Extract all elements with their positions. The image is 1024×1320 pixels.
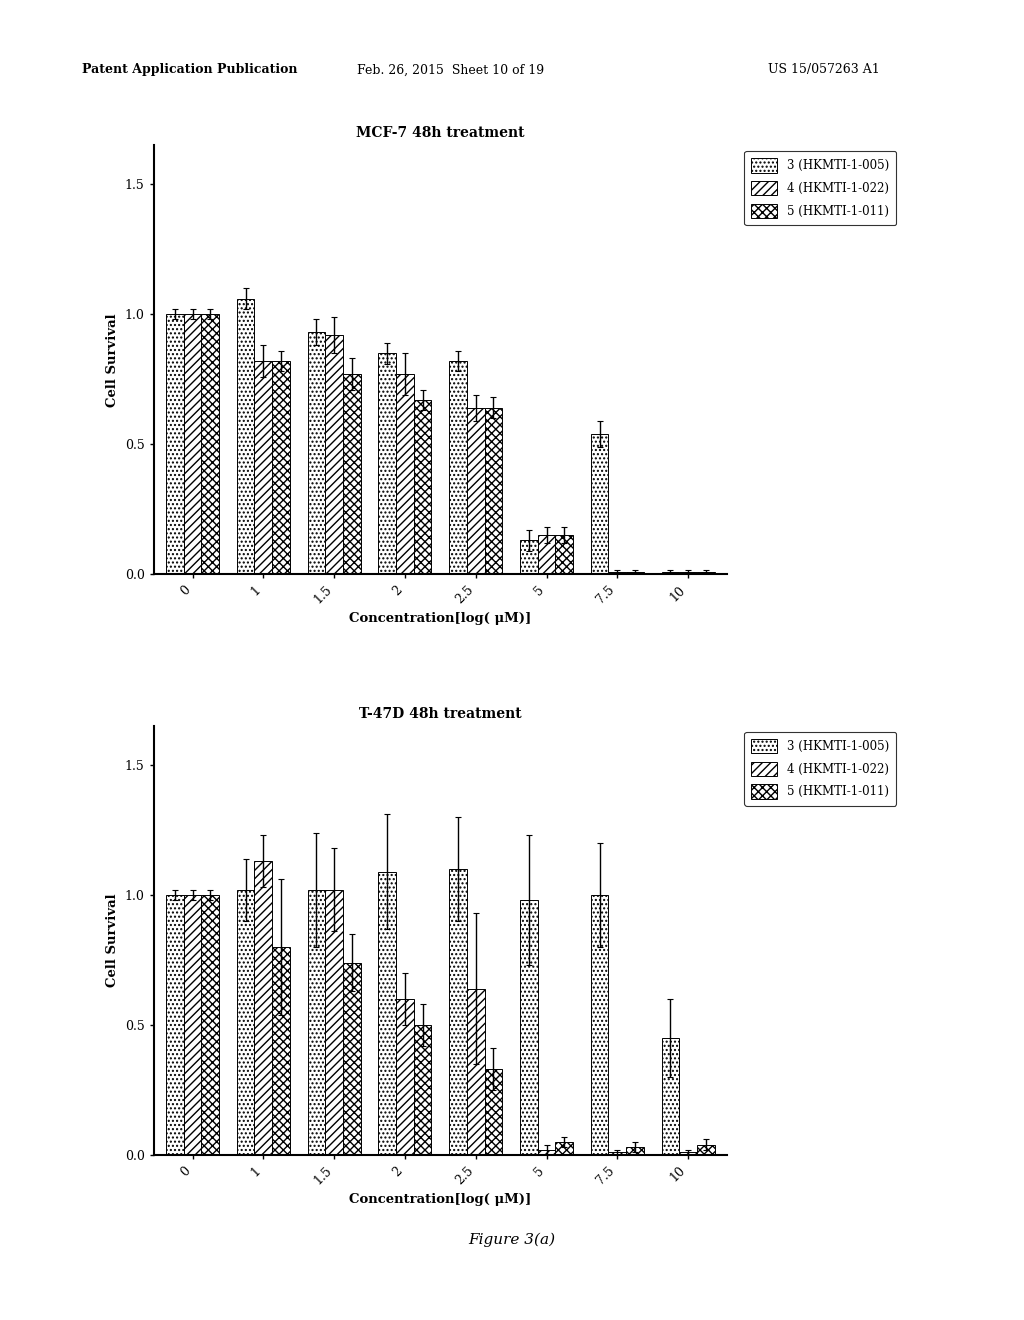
Text: Figure 3(a): Figure 3(a) [468,1233,556,1247]
Bar [538,535,555,574]
Bar [520,900,538,1155]
Text: US 15/057263 A1: US 15/057263 A1 [768,63,880,77]
Bar [202,895,219,1155]
Bar [450,869,467,1155]
X-axis label: Concentration[log( μM)]: Concentration[log( μM)] [349,1193,531,1205]
Text: Feb. 26, 2015  Sheet 10 of 19: Feb. 26, 2015 Sheet 10 of 19 [357,63,544,77]
Bar [591,434,608,574]
Bar [255,861,272,1155]
Bar [414,400,431,574]
Bar [520,540,538,574]
Bar [626,1147,644,1155]
Bar [608,1152,626,1155]
Bar [662,1038,679,1155]
Bar [237,890,255,1155]
Bar [272,360,290,574]
Bar [343,374,360,574]
Bar [183,895,202,1155]
Bar [626,572,644,574]
Bar [379,871,396,1155]
Bar [166,314,183,574]
Bar [662,572,679,574]
Text: Patent Application Publication: Patent Application Publication [82,63,297,77]
Title: T-47D 48h treatment: T-47D 48h treatment [359,706,521,721]
Bar [202,314,219,574]
Bar [467,989,484,1155]
Bar [396,374,414,574]
Bar [555,1142,573,1155]
Bar [414,1026,431,1155]
Bar [166,895,183,1155]
Bar [326,890,343,1155]
Bar [679,1152,697,1155]
Bar [307,333,326,574]
Bar [326,335,343,574]
Bar [608,572,626,574]
X-axis label: Concentration[log( μM)]: Concentration[log( μM)] [349,612,531,624]
Y-axis label: Cell Survival: Cell Survival [106,894,119,987]
Bar [307,890,326,1155]
Bar [237,298,255,574]
Bar [183,314,202,574]
Bar [555,535,573,574]
Bar [467,408,484,574]
Title: MCF-7 48h treatment: MCF-7 48h treatment [356,125,524,140]
Bar [272,946,290,1155]
Bar [679,572,697,574]
Bar [697,572,715,574]
Y-axis label: Cell Survival: Cell Survival [106,313,119,407]
Bar [484,408,502,574]
Bar [396,999,414,1155]
Bar [591,895,608,1155]
Bar [484,1069,502,1155]
Legend: 3 (HKMTI-1-005), 4 (HKMTI-1-022), 5 (HKMTI-1-011): 3 (HKMTI-1-005), 4 (HKMTI-1-022), 5 (HKM… [744,150,896,224]
Bar [255,360,272,574]
Bar [343,962,360,1155]
Bar [379,354,396,574]
Legend: 3 (HKMTI-1-005), 4 (HKMTI-1-022), 5 (HKMTI-1-011): 3 (HKMTI-1-005), 4 (HKMTI-1-022), 5 (HKM… [744,731,896,805]
Bar [697,1144,715,1155]
Bar [538,1150,555,1155]
Bar [450,360,467,574]
